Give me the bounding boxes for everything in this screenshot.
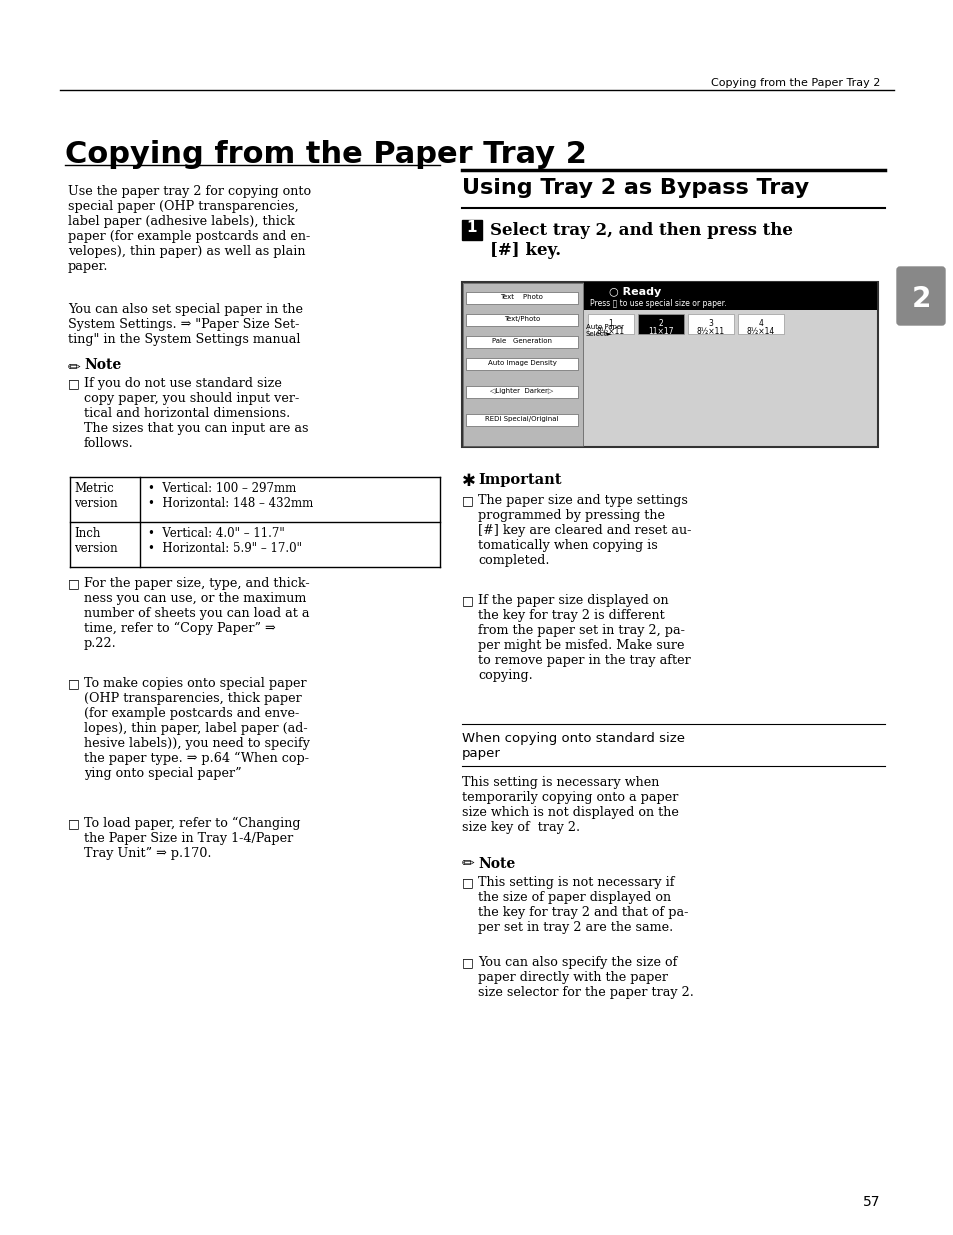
Bar [465, 414, 578, 426]
Text: Copying from the Paper Tray 2: Copying from the Paper Tray 2 [710, 78, 879, 88]
Bar [465, 358, 578, 370]
Bar [738, 314, 783, 333]
Text: Press ⓣ to use special size or paper.: Press ⓣ to use special size or paper. [589, 299, 726, 308]
Text: 4: 4 [758, 319, 762, 327]
Bar [461, 282, 877, 447]
Text: If you do not use standard size
copy paper, you should input ver-
tical and hori: If you do not use standard size copy pap… [84, 377, 308, 450]
Bar [583, 282, 876, 310]
Text: □: □ [461, 594, 474, 606]
Text: You can also set special paper in the
System Settings. ⇒ "Paper Size Set-
ting" : You can also set special paper in the Sy… [68, 303, 303, 346]
Text: This setting is necessary when
temporarily copying onto a paper
size which is no: This setting is necessary when temporari… [461, 776, 679, 834]
Bar [462, 283, 582, 446]
Text: 2: 2 [658, 319, 662, 327]
Text: Text    Photo: Text Photo [500, 294, 543, 300]
Text: ✱: ✱ [461, 472, 476, 490]
Text: Metric
version: Metric version [74, 482, 117, 510]
FancyBboxPatch shape [896, 267, 944, 325]
Text: Pale   Generation: Pale Generation [492, 338, 552, 345]
Text: □: □ [461, 494, 474, 508]
Text: If the paper size displayed on
the key for tray 2 is different
from the paper se: If the paper size displayed on the key f… [477, 594, 690, 682]
Bar [465, 387, 578, 398]
Text: Use the paper tray 2 for copying onto
special paper (OHP transparencies,
label p: Use the paper tray 2 for copying onto sp… [68, 185, 311, 273]
Text: □: □ [68, 577, 80, 590]
FancyBboxPatch shape [461, 220, 481, 240]
Text: ✏: ✏ [68, 359, 81, 375]
Bar [465, 291, 578, 304]
Text: Auto Image Density: Auto Image Density [487, 359, 556, 366]
Text: 2: 2 [910, 285, 930, 312]
Text: 57: 57 [862, 1195, 879, 1209]
Bar [638, 314, 683, 333]
Text: When copying onto standard size
paper: When copying onto standard size paper [461, 732, 684, 760]
Text: 8½×11: 8½×11 [697, 327, 724, 336]
Text: Inch
version: Inch version [74, 527, 117, 555]
Text: Select tray 2, and then press the
[#] key.: Select tray 2, and then press the [#] ke… [490, 222, 792, 258]
Bar [687, 314, 733, 333]
Text: Important: Important [477, 473, 561, 487]
Text: ✏: ✏ [461, 856, 475, 871]
Text: ◁Lighter  Darker▷: ◁Lighter Darker▷ [490, 388, 553, 394]
Text: 1: 1 [608, 319, 613, 327]
Text: 8½×11: 8½×11 [597, 327, 624, 336]
Text: You can also specify the size of
paper directly with the paper
size selector for: You can also specify the size of paper d… [477, 956, 693, 999]
Text: 3: 3 [708, 319, 713, 327]
Text: Auto Paper
Select►: Auto Paper Select► [585, 324, 623, 337]
Text: For the paper size, type, and thick-
ness you can use, or the maximum
number of : For the paper size, type, and thick- nes… [84, 577, 310, 651]
Text: To make copies onto special paper
(OHP transparencies, thick paper
(for example : To make copies onto special paper (OHP t… [84, 677, 310, 781]
Text: •  Vertical: 100 – 297mm
•  Horizontal: 148 – 432mm: • Vertical: 100 – 297mm • Horizontal: 14… [148, 482, 313, 510]
Text: 1: 1 [466, 221, 476, 236]
Text: Using Tray 2 as Bypass Tray: Using Tray 2 as Bypass Tray [461, 178, 808, 198]
Text: This setting is not necessary if
the size of paper displayed on
the key for tray: This setting is not necessary if the siz… [477, 876, 688, 934]
Text: □: □ [68, 677, 80, 690]
Text: 11×17: 11×17 [648, 327, 673, 336]
Text: □: □ [68, 818, 80, 830]
Bar [465, 336, 578, 348]
Bar [465, 314, 578, 326]
Text: REDI Special/Original: REDI Special/Original [485, 416, 558, 422]
Text: Note: Note [84, 358, 121, 372]
Text: □: □ [461, 876, 474, 889]
Text: ○ Ready: ○ Ready [608, 287, 660, 296]
Text: 8½×14: 8½×14 [746, 327, 774, 336]
Text: □: □ [68, 377, 80, 390]
Text: •  Vertical: 4.0" – 11.7"
•  Horizontal: 5.9" – 17.0": • Vertical: 4.0" – 11.7" • Horizontal: 5… [148, 527, 302, 555]
Text: The paper size and type settings
programmed by pressing the
[#] key are cleared : The paper size and type settings program… [477, 494, 691, 567]
Bar [587, 314, 634, 333]
Text: To load paper, refer to “Changing
the Paper Size in Tray 1-4/Paper
Tray Unit” ⇒ : To load paper, refer to “Changing the Pa… [84, 818, 300, 861]
Text: Note: Note [477, 857, 515, 871]
Text: □: □ [461, 956, 474, 969]
Text: Text/Photo: Text/Photo [503, 316, 539, 322]
Text: Copying from the Paper Tray 2: Copying from the Paper Tray 2 [65, 140, 586, 169]
